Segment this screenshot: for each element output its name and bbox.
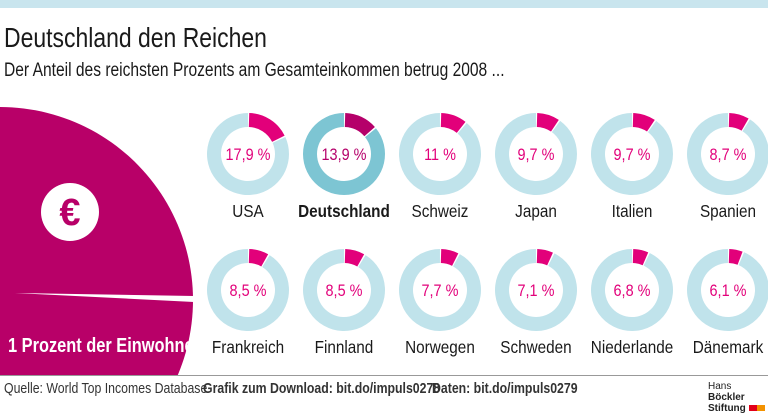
donut-spanien: 8,7 % Spanien [687, 113, 768, 221]
donut-italien: 9,7 % Italien [590, 113, 673, 221]
value-label: 6,8 % [614, 282, 651, 300]
country-label: Schweiz [412, 201, 469, 221]
value-label: 9,7 % [614, 146, 651, 164]
country-label: Finnland [315, 337, 374, 357]
value-label: 17,9 % [226, 146, 271, 164]
country-label: Italien [612, 201, 653, 221]
big-pie-slice [15, 293, 194, 302]
donut-ring [302, 249, 385, 331]
donut-slice [728, 113, 749, 131]
country-label: USA [232, 201, 264, 221]
country-label: Schweden [500, 337, 571, 357]
donut-ring [590, 113, 673, 195]
page-subtitle: Der Anteil des reichsten Prozents am Ges… [4, 60, 505, 81]
chart: €1 Prozent der Einwohner 17,9 % USA 13,9 % D… [0, 107, 768, 375]
country-label: Japan [515, 201, 557, 221]
donut-slice [248, 249, 269, 267]
donut-schweiz: 11 % Schweiz [399, 113, 481, 221]
value-label: 7,1 % [518, 282, 555, 300]
donut-niederlande: 6,8 % Niederlande [591, 249, 673, 357]
value-label: 9,7 % [518, 146, 555, 164]
big-pie-label: 1 Prozent der Einwohner [8, 333, 200, 356]
hans-boeckler-logo: Hans Böckler Stiftung [708, 381, 768, 414]
logo-square-red [748, 405, 757, 412]
country-label: Niederlande [591, 337, 673, 357]
donut-ring [206, 113, 289, 195]
euro-icon-bg [41, 183, 99, 241]
donut-norwegen: 7,7 % Norwegen [398, 249, 481, 357]
donut-slice [440, 249, 459, 266]
value-label: 8,7 % [710, 146, 747, 164]
big-pie [0, 107, 193, 375]
donut-slice [536, 249, 553, 266]
value-label: 6,1 % [710, 282, 747, 300]
donut-slice [632, 249, 649, 266]
value-label: 7,7 % [422, 282, 459, 300]
footer-divider [0, 375, 768, 376]
donut-slice [248, 113, 285, 142]
donut-japan: 9,7 % Japan [495, 113, 577, 221]
donut-slice [632, 113, 655, 132]
source-text: Quelle: World Top Incomes Database [4, 380, 208, 397]
donut-ring [687, 113, 768, 195]
donut-ring [398, 249, 481, 331]
country-label: Norwegen [405, 337, 475, 357]
donut-ring [687, 249, 768, 331]
donut-slice [536, 113, 559, 132]
donut-ring [494, 249, 577, 331]
data-link[interactable]: Daten: bit.do/impuls0279 [432, 380, 578, 397]
country-label: Spanien [700, 201, 756, 221]
donut-ring [591, 249, 673, 331]
donut-ring [302, 113, 385, 195]
donut-slice [344, 249, 365, 267]
download-link[interactable]: Grafik zum Download: bit.do/impuls0278 [203, 380, 441, 397]
country-label: Deutschland [298, 201, 390, 221]
logo-square-orange [756, 405, 765, 412]
top-band [0, 0, 768, 8]
donut-usa: 17,9 % USA [206, 113, 289, 221]
country-label: Dänemark [693, 337, 764, 357]
donut-schweden: 7,1 % Schweden [494, 249, 577, 357]
page-title: Deutschland den Reichen [4, 22, 267, 53]
value-label: 11 % [424, 146, 456, 164]
donut-ring [495, 113, 577, 196]
donut-ring [206, 249, 289, 331]
donut-dänemark: 6,1 % Dänemark [687, 249, 768, 357]
donut-finnland: 8,5 % Finnland [302, 249, 385, 357]
country-label: Frankreich [212, 337, 284, 357]
value-label: 8,5 % [326, 282, 363, 300]
value-label: 8,5 % [230, 282, 267, 300]
donut-slice [344, 113, 375, 137]
euro-icon: € [59, 192, 80, 234]
value-label: 13,9 % [322, 146, 367, 164]
donut-frankreich: 8,5 % Frankreich [206, 249, 289, 357]
donut-ring [399, 113, 481, 195]
donut-deutschland: 13,9 % Deutschland [298, 113, 390, 221]
donut-slice [440, 113, 466, 133]
donut-slice [728, 249, 743, 265]
